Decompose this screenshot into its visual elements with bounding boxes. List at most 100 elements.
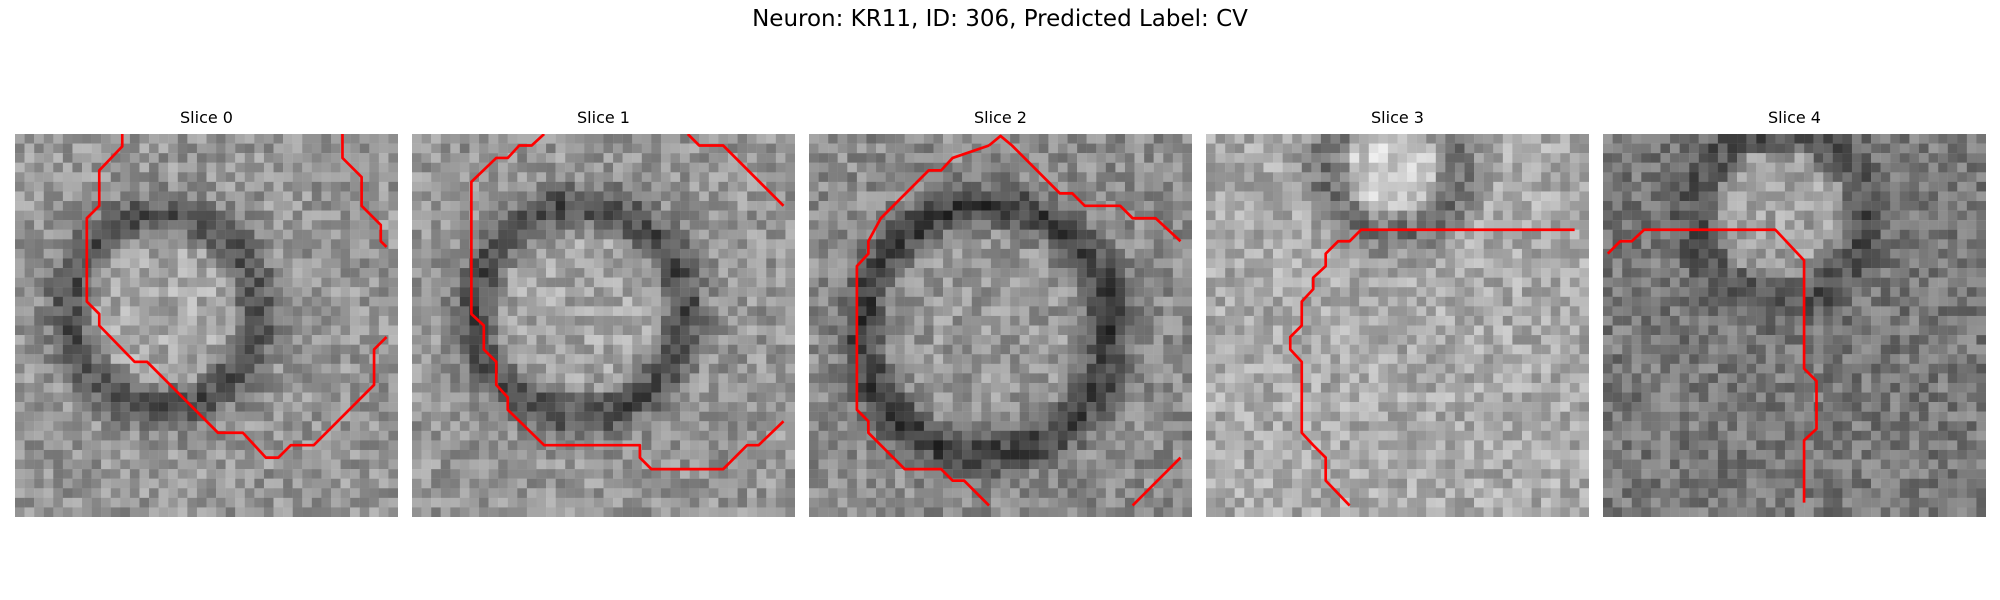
slice-pixel: [904, 344, 915, 355]
slice-pixel: [1010, 478, 1020, 489]
slice-pixel: [1115, 392, 1126, 403]
slice-pixel: [718, 210, 729, 221]
slice-pixel: [24, 344, 35, 355]
slice-pixel: [507, 277, 518, 288]
slice-pixel: [876, 296, 886, 307]
slice-pixel: [43, 449, 54, 460]
slice-pixel: [168, 363, 178, 374]
slice-pixel: [1067, 162, 1078, 173]
slice-pixel: [1115, 449, 1126, 460]
slice-pixel: [856, 162, 867, 173]
slice-pixel: [1124, 134, 1135, 144]
slice-pixel: [876, 449, 886, 460]
slice-pixel: [72, 344, 83, 355]
slice-pixel: [340, 325, 351, 336]
slice-pixel: [1105, 344, 1116, 355]
slice-pixel: [775, 201, 786, 211]
slice-pixel: [603, 469, 614, 479]
slice-pixel: [82, 430, 92, 441]
slice-pixel: [263, 220, 274, 230]
slice-pixel: [459, 411, 470, 422]
slice-pixel: [1096, 411, 1107, 422]
slice-pixel: [766, 402, 777, 412]
slice-pixel: [775, 220, 786, 230]
slice-pixel: [388, 402, 398, 412]
slice-pixel: [699, 181, 710, 192]
slice-pixel: [1330, 162, 1341, 173]
slice-pixel: [431, 430, 441, 441]
slice-pixel: [101, 459, 111, 470]
slice-pixel: [72, 162, 83, 173]
slice-pixel: [350, 268, 360, 278]
slice-pixel: [737, 430, 748, 441]
slice-pixel: [517, 181, 528, 192]
slice-pixel: [431, 449, 441, 460]
slice-pixel: [1000, 277, 1011, 288]
slice-pixel: [747, 402, 757, 412]
slice-pixel: [708, 440, 719, 451]
slice-pixel: [479, 268, 489, 278]
slice-pixel: [302, 382, 313, 393]
slice-pixel: [632, 430, 642, 441]
slice-pixel: [756, 201, 767, 211]
slice-pixel: [689, 373, 700, 384]
slice-pixel: [62, 325, 73, 336]
slice-pixel: [1096, 497, 1107, 508]
slice-pixel: [311, 488, 322, 499]
slice-pixel: [1086, 363, 1097, 374]
slice-pixel: [603, 277, 614, 288]
slice-pixel: [1426, 143, 1436, 154]
slice-pixel: [555, 449, 566, 460]
slice-pixel: [15, 421, 25, 432]
slice-pixel: [622, 488, 633, 499]
slice-pixel: [158, 153, 169, 163]
slice-pixel: [359, 248, 370, 259]
slice-pixel: [1134, 440, 1145, 451]
slice-pixel: [412, 402, 422, 412]
slice-pixel: [1086, 459, 1097, 470]
slice-pixel: [292, 191, 303, 202]
slice-pixel: [283, 287, 293, 297]
slice-pixel: [981, 277, 992, 288]
slice-pixel: [1038, 258, 1049, 269]
slice-pixel: [235, 248, 245, 259]
slice-pixel: [263, 191, 274, 202]
slice-pixel: [378, 373, 389, 384]
slice-pixel: [1057, 162, 1068, 173]
slice-pixel: [216, 421, 226, 432]
slice-pixel: [469, 153, 480, 163]
slice-pixel: [450, 497, 461, 508]
slice-pixel: [216, 315, 226, 326]
slice-pixel: [1144, 344, 1154, 355]
slice-pixel: [1067, 363, 1078, 374]
slice-pixel: [488, 373, 499, 384]
slice-pixel: [923, 306, 934, 317]
slice-pixel: [828, 287, 838, 297]
slice-pixel: [689, 277, 700, 288]
slice-pixel: [885, 440, 896, 451]
slice-pixel: [1105, 411, 1116, 422]
slice-pixel: [981, 162, 992, 173]
slice-pixel: [459, 335, 470, 345]
slice-pixel: [120, 181, 131, 192]
slice-pixel: [43, 210, 54, 221]
slice-pixel: [139, 335, 150, 345]
slice-pixel: [641, 430, 652, 441]
slice-pixel: [273, 143, 284, 154]
slice-pixel: [421, 248, 432, 259]
slice-pixel: [1153, 373, 1164, 384]
slice-pixel: [388, 325, 398, 336]
slice-pixel: [302, 134, 313, 144]
slice-pixel: [469, 363, 480, 374]
slice-pixel: [565, 181, 575, 192]
slice-pixel: [1426, 153, 1436, 163]
slice-pixel: [565, 248, 575, 259]
slice-pixel: [1029, 172, 1039, 183]
slice-pixel: [990, 277, 1001, 288]
slice-pixel: [699, 306, 710, 317]
slice-pixel: [933, 201, 944, 211]
slice-pixel: [187, 392, 198, 403]
slice-pixel: [962, 392, 972, 403]
slice-pixel: [952, 248, 963, 259]
slice-pixel: [708, 478, 719, 489]
